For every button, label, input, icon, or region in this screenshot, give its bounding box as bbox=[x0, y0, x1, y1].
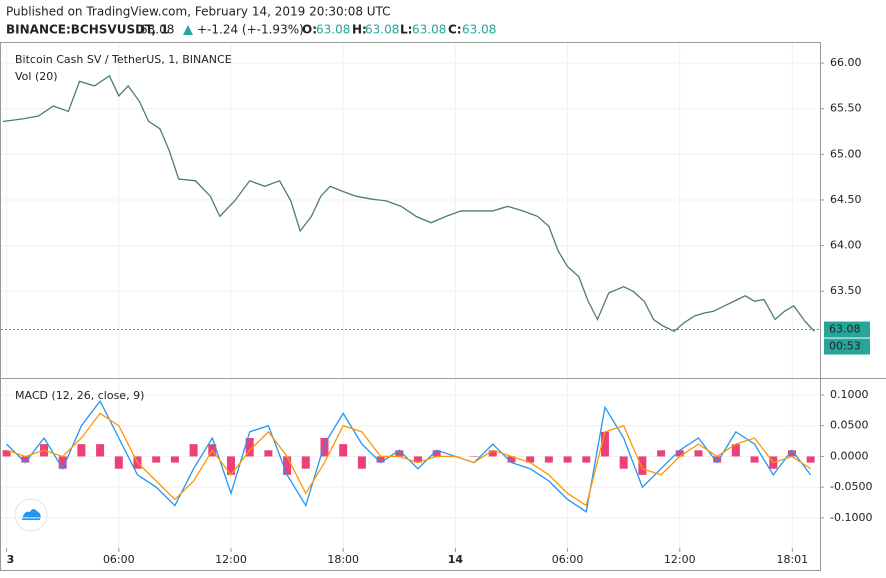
high-label: H: bbox=[352, 23, 367, 37]
histogram-bar bbox=[320, 437, 329, 457]
histogram-bar bbox=[170, 456, 179, 463]
y-tick-label: 64.50 bbox=[830, 193, 862, 206]
histogram-bar bbox=[432, 450, 441, 457]
histogram-bar bbox=[21, 456, 30, 463]
histogram-bar bbox=[264, 450, 273, 457]
y-tick-label: 63.50 bbox=[830, 284, 862, 297]
last-price-box bbox=[824, 321, 870, 338]
last-price-label: 63.08 bbox=[829, 323, 861, 336]
low-label: L: bbox=[400, 23, 412, 37]
histogram-bar bbox=[638, 456, 647, 475]
y-tick-label: -0.0500 bbox=[830, 480, 872, 493]
histogram-bar bbox=[787, 450, 796, 457]
y-tick-label: 64.00 bbox=[830, 239, 862, 252]
histogram-bar bbox=[376, 456, 385, 463]
histogram-bar bbox=[283, 456, 292, 475]
last-price: 63.08 bbox=[140, 23, 174, 37]
histogram-bar bbox=[77, 444, 86, 457]
histogram-bar bbox=[582, 456, 591, 463]
chart-frame bbox=[0, 42, 821, 571]
up-arrow bbox=[183, 25, 193, 35]
histogram-bar bbox=[750, 456, 759, 463]
histogram-bar bbox=[114, 456, 123, 469]
countdown-label: 00:53 bbox=[829, 340, 861, 353]
x-tick-label: 12:00 bbox=[664, 553, 696, 566]
histogram-bar bbox=[600, 431, 609, 457]
histogram-bar bbox=[619, 456, 628, 469]
histogram-bar bbox=[470, 456, 479, 457]
low-value: 63.08 bbox=[412, 23, 446, 37]
histogram-bar bbox=[339, 444, 348, 457]
x-tick-label: 14 bbox=[448, 553, 464, 566]
y-tick-label: 0.1000 bbox=[830, 388, 869, 401]
histogram-bar bbox=[657, 450, 666, 457]
y-tick-label: 66.00 bbox=[830, 56, 862, 69]
open-label: O: bbox=[302, 23, 317, 37]
y-tick-label: -0.1000 bbox=[830, 511, 872, 524]
x-tick-label: 06:00 bbox=[552, 553, 584, 566]
histogram-bar bbox=[152, 456, 161, 463]
histogram-bar bbox=[189, 444, 198, 457]
price-line bbox=[2, 74, 815, 333]
histogram-bar bbox=[563, 456, 572, 463]
y-tick-label: 0.0000 bbox=[830, 449, 869, 462]
histogram-bar bbox=[2, 450, 11, 457]
histogram-bar bbox=[507, 456, 516, 463]
x-tick-label: 3 bbox=[7, 553, 15, 566]
histogram-bar bbox=[413, 456, 422, 463]
histogram-bar bbox=[395, 450, 404, 457]
y-tick-label: 65.00 bbox=[830, 147, 862, 160]
close-label: C: bbox=[448, 23, 462, 37]
histogram-bar bbox=[301, 456, 310, 469]
histogram-bar bbox=[58, 456, 67, 469]
symbol: BINANCE:BCHSVUSDT, 1 bbox=[6, 23, 169, 37]
histogram-bar bbox=[806, 456, 815, 463]
histogram-bar bbox=[675, 450, 684, 457]
close-value: 63.08 bbox=[462, 23, 496, 37]
logo[interactable] bbox=[14, 498, 48, 532]
high-value: 63.08 bbox=[365, 23, 399, 37]
histogram-bar bbox=[713, 456, 722, 463]
x-tick-label: 12:00 bbox=[215, 553, 247, 566]
logo-cloud[interactable] bbox=[22, 509, 41, 520]
change: +-1.24 (+-1.93%) bbox=[197, 23, 304, 37]
open-value: 63.08 bbox=[316, 23, 350, 37]
histogram-bar bbox=[544, 456, 553, 463]
histogram-bar bbox=[357, 456, 366, 469]
countdown-box bbox=[824, 338, 870, 355]
published-note: Published on TradingView.com, February 1… bbox=[6, 5, 391, 19]
x-tick-label: 18:01 bbox=[776, 553, 808, 566]
y-tick-label: 0.0500 bbox=[830, 419, 869, 432]
y-tick-label: 65.50 bbox=[830, 102, 862, 115]
histogram-bar bbox=[245, 437, 254, 457]
histogram-bar bbox=[731, 444, 740, 457]
x-tick-label: 18:00 bbox=[327, 553, 359, 566]
macd-line bbox=[6, 412, 812, 507]
histogram-bar bbox=[526, 456, 535, 463]
pane-subtitle: Vol (20) bbox=[15, 70, 58, 83]
histogram-bar bbox=[488, 450, 497, 457]
histogram-bar bbox=[226, 456, 235, 475]
histogram-bar bbox=[694, 450, 703, 457]
x-tick-label: 06:00 bbox=[103, 553, 135, 566]
pane-title: MACD (12, 26, close, 9) bbox=[15, 389, 144, 402]
histogram-bar bbox=[96, 444, 105, 457]
pane-title: Bitcoin Cash SV / TetherUS, 1, BINANCE bbox=[15, 53, 232, 66]
